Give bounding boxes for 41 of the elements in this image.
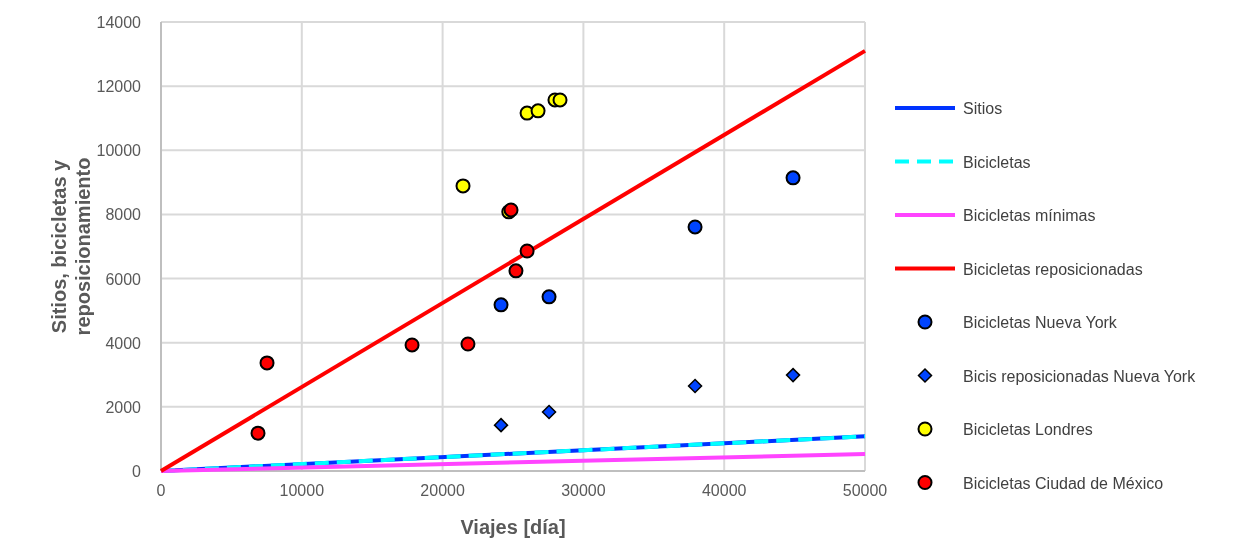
point [519,243,535,259]
legend-label: Bicicletas Ciudad de México [963,474,1164,492]
y-tick-label: 4000 [105,334,142,352]
legend-label: Sitios [963,100,1003,117]
y-axis-title: Sitios, bicicletas y reposicionamiento [48,157,94,336]
point [785,367,801,383]
point [687,219,703,235]
point [259,355,275,371]
legend-label: Bicicletas Nueva York [963,314,1118,331]
y-tick-label: 2000 [105,398,142,416]
legend-label: Bicicletas reposicionadas [963,260,1143,278]
point [493,417,509,433]
point [455,178,471,194]
x-tick-label: 20000 [420,482,465,499]
legend-label: Bicicletas Londres [963,421,1093,438]
y-tick-label: 0 [132,463,142,480]
y-tick-label: 6000 [105,270,142,288]
y-tick-label: 10000 [96,142,142,160]
x-tick-label: 10000 [279,482,325,499]
y-tick-label: 14000 [96,14,142,31]
point [508,263,524,279]
legend-label: Bicicletas mínimas [963,207,1096,224]
point [541,404,557,420]
legend-label: Bicicletas [963,153,1031,171]
y-tick-label: 12000 [96,78,142,96]
legend-label: Bicis reposicionadas Nueva York [963,367,1197,385]
point [460,336,476,352]
point [541,289,557,305]
x-tick-label: 40000 [701,482,747,499]
point [493,297,509,313]
point [530,103,546,119]
point [687,378,703,394]
y-tick-label: 8000 [105,206,142,224]
point [785,170,801,186]
point [250,425,266,441]
point [404,337,420,353]
x-tick-label: 0 [156,482,166,499]
x-tick-label: 50000 [842,482,888,499]
x-axis-title: Viajes [día] [460,516,566,538]
x-tick-label: 30000 [561,482,606,499]
point [552,92,568,108]
